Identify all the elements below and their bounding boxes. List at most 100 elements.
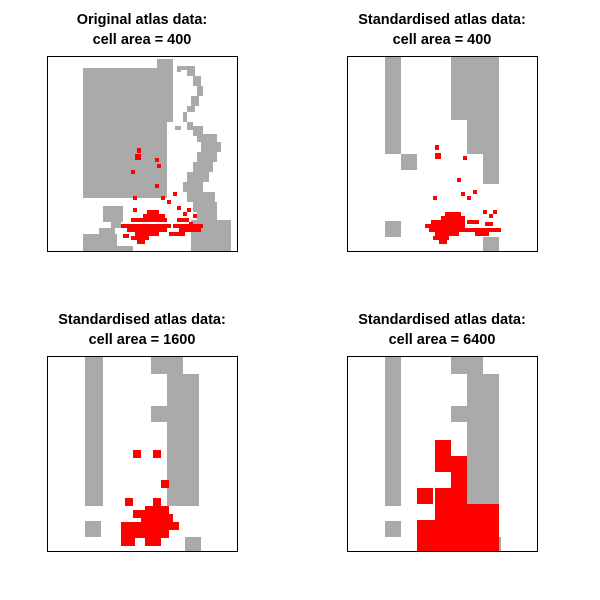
present-cell [187,208,191,212]
present-cell [143,214,165,218]
absent-cell [187,172,209,182]
panel-title-line1: Standardised atlas data: [58,312,226,328]
present-cell [461,192,465,196]
present-cell [429,228,471,232]
plot-area [347,56,537,251]
present-cell [193,228,201,232]
present-cell [157,216,165,220]
absent-cell [151,356,183,374]
present-cell [131,236,149,240]
absent-cell [197,86,203,96]
absent-cell [385,356,401,506]
present-cell [467,220,479,224]
present-cell [153,450,161,458]
panel-title-line1: Standardised atlas data: [358,312,526,328]
absent-cell [147,126,157,132]
panel-title-line2: cell area = 400 [93,32,192,48]
panel-standardised-400: Standardised atlas data: cell area = 400 [347,12,538,252]
panel-title-line2: cell area = 1600 [89,332,196,348]
absent-cell [187,66,195,76]
present-cell [133,196,137,200]
present-cell [435,504,499,520]
absent-cell [85,521,101,537]
present-cell [131,218,167,222]
present-cell [435,145,439,150]
present-cell [135,154,141,160]
absent-cell [183,112,187,122]
present-cell [435,153,441,159]
present-cell [431,220,465,224]
present-cell [177,206,181,210]
present-cell [155,158,159,162]
absent-cell [197,134,217,142]
absent-cell [193,202,217,212]
present-cell [167,200,171,204]
absent-cell [111,222,121,228]
absent-cell [193,162,213,172]
panel-title-line1: Standardised atlas data: [358,12,526,28]
present-cell [489,214,493,218]
absent-cell [85,356,103,506]
absent-cell [151,406,167,422]
panel-title-line2: cell area = 6400 [389,332,496,348]
present-cell [435,456,467,472]
absent-cell [193,126,203,136]
present-cell [441,216,465,220]
plot-frame [47,356,238,552]
absent-cell [451,56,467,104]
present-cell [173,224,203,228]
absent-cell [483,237,499,251]
present-cell [157,164,161,168]
absent-cell [117,246,133,252]
present-cell [121,224,171,228]
present-cell [433,196,437,200]
present-cell [137,148,141,153]
present-cell [439,240,447,244]
present-cell [133,208,137,212]
panel-standardised-6400: Standardised atlas data: cell area = 640… [347,312,538,552]
present-cell [457,178,461,182]
absent-cell [157,59,173,122]
present-cell [433,236,449,240]
absent-cell [385,56,401,154]
absent-cell [467,56,499,154]
absent-cell [177,66,187,70]
panel-title-line1: Original atlas data: [77,12,208,28]
present-cell [145,506,169,514]
present-cell [435,488,467,504]
absent-cell [483,154,499,184]
present-cell [463,156,467,160]
absent-cell [451,104,467,120]
absent-cell [191,96,199,106]
present-cell [161,480,169,488]
absent-cell [197,152,217,162]
present-cell [183,212,187,216]
present-cell [193,214,197,218]
present-cell [189,222,193,226]
present-cell [483,210,487,214]
plot-area [47,56,237,252]
absent-cell [401,154,417,170]
present-cell [475,232,489,236]
present-cell [131,170,135,174]
present-cell [177,218,189,222]
present-cell [435,440,451,456]
absent-cell [187,106,195,112]
present-cell [133,450,141,458]
present-cell [155,184,159,188]
present-cell [121,522,179,530]
panel-title-line2: cell area = 400 [393,32,492,48]
present-cell [127,228,167,232]
plot-area [47,356,237,551]
present-cell [445,212,461,216]
absent-cell [385,521,401,537]
absent-cell [201,142,221,152]
present-cell [417,520,499,551]
present-cell [141,514,173,522]
plot-area [347,356,537,551]
present-cell [121,530,169,538]
plot-frame [347,56,538,252]
present-cell [135,232,159,236]
present-cell [161,196,165,200]
